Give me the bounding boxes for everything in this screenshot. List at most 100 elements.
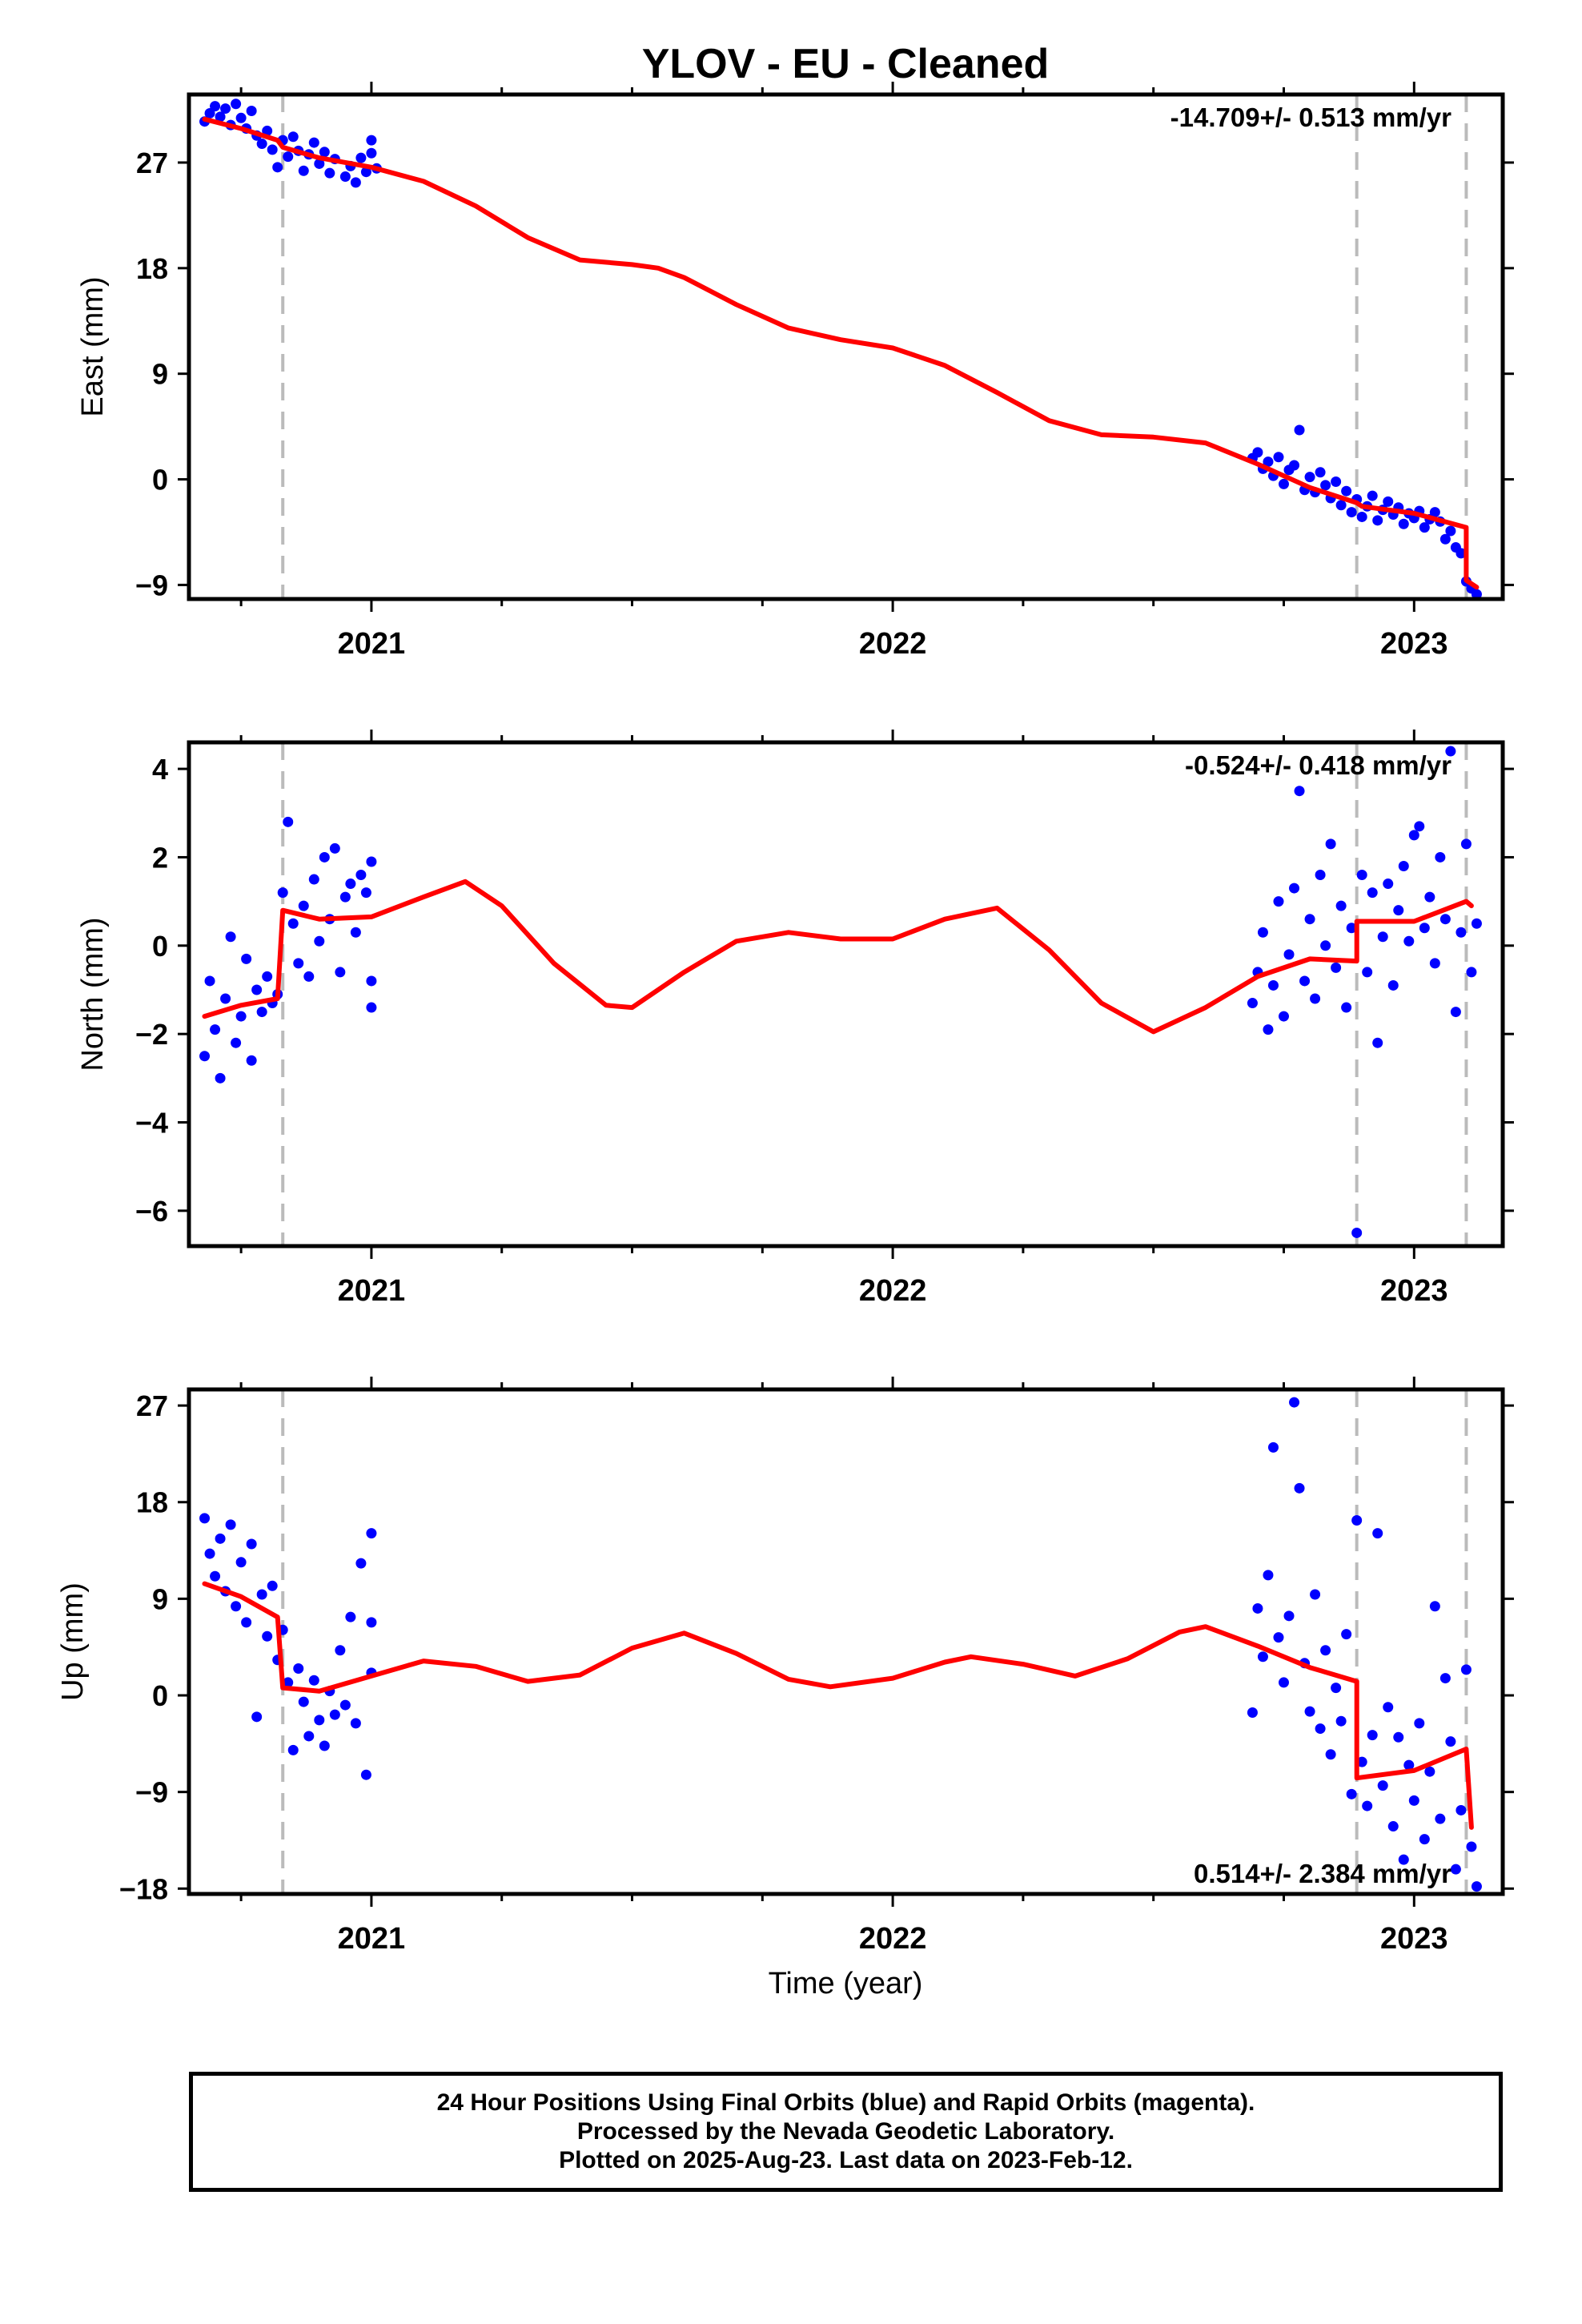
data-point	[1362, 967, 1373, 978]
y-tick-label: 0	[152, 930, 168, 963]
data-point	[1435, 851, 1446, 862]
data-point	[1419, 1834, 1430, 1845]
data-point	[1398, 1854, 1409, 1865]
data-point	[1283, 949, 1295, 960]
data-point	[1304, 1706, 1315, 1717]
data-point	[1403, 1759, 1415, 1771]
data-point	[1257, 927, 1268, 938]
data-point	[308, 1675, 319, 1686]
y-tick-label: 4	[152, 753, 168, 786]
data-point	[1408, 830, 1419, 841]
y-tick-label: 0	[152, 1679, 168, 1712]
data-point	[1356, 511, 1367, 522]
data-point	[287, 918, 299, 929]
data-point	[1335, 1715, 1347, 1727]
data-point	[1273, 896, 1284, 907]
data-point	[339, 1699, 351, 1711]
data-point	[314, 158, 325, 169]
data-point	[1346, 1788, 1357, 1799]
data-point	[1429, 1601, 1440, 1612]
model-line	[202, 116, 1480, 590]
plot-frame	[187, 92, 1505, 601]
data-point	[1252, 447, 1263, 458]
data-point	[246, 1538, 257, 1550]
data-point	[1439, 533, 1451, 545]
data-point	[210, 1570, 221, 1582]
data-point	[1383, 1702, 1394, 1713]
data-point	[1450, 1864, 1461, 1875]
data-point	[1456, 927, 1467, 938]
data-point	[360, 887, 371, 899]
data-point	[1325, 838, 1336, 850]
data-point	[1315, 870, 1326, 881]
data-point	[1315, 467, 1326, 478]
y-tick-label: −6	[135, 1195, 168, 1228]
data-point	[319, 851, 330, 862]
data-point	[1331, 1683, 1342, 1694]
data-point	[1466, 967, 1477, 978]
data-point	[235, 1011, 247, 1022]
data-point	[1273, 1632, 1284, 1643]
data-point	[204, 1548, 215, 1559]
data-point	[1279, 478, 1289, 489]
data-point	[1335, 500, 1347, 511]
y-tick-label: 9	[152, 358, 168, 391]
data-point	[350, 1718, 361, 1729]
data-point	[1325, 1749, 1336, 1760]
data-point	[235, 112, 247, 123]
plot-frame	[187, 740, 1505, 1248]
data-point	[308, 874, 319, 885]
data-point	[1320, 1645, 1331, 1656]
y-axis-label: North (mm)	[76, 917, 110, 1071]
data-point	[283, 816, 294, 827]
data-point	[314, 1715, 325, 1726]
data-point	[1331, 962, 1342, 973]
data-point	[350, 177, 361, 188]
data-point	[1372, 1528, 1383, 1539]
data-point	[220, 993, 231, 1004]
data-point	[345, 879, 356, 890]
data-point	[1294, 1482, 1305, 1494]
data-point	[1429, 507, 1440, 518]
data-point	[1450, 1007, 1461, 1018]
data-point	[1383, 879, 1394, 890]
data-point	[256, 1007, 267, 1018]
x-tick-label: 2021	[338, 1922, 406, 1956]
chart-title: YLOV - EU - Cleaned	[642, 41, 1050, 87]
plot-area	[199, 94, 1482, 599]
data-point	[319, 147, 330, 158]
data-point	[1304, 914, 1315, 925]
data-point	[1460, 1664, 1472, 1675]
data-point	[1445, 1736, 1456, 1747]
data-point	[303, 1731, 315, 1742]
data-point	[1377, 1780, 1388, 1791]
data-point	[366, 975, 377, 987]
data-point	[1289, 1397, 1300, 1408]
data-point	[199, 1513, 211, 1524]
data-point	[204, 975, 215, 987]
data-point	[329, 842, 340, 854]
data-point	[1289, 883, 1300, 894]
footer-line-1: 24 Hour Positions Using Final Orbits (bl…	[436, 2089, 1255, 2116]
data-point	[1456, 1804, 1467, 1815]
data-point	[267, 144, 278, 155]
data-point	[1283, 1610, 1295, 1622]
data-point	[231, 1601, 242, 1612]
panel-north: −6 −4 −2 0 2 4 2021 2022 2023 North (mm) -0.524+/-…	[76, 730, 1514, 1308]
plot-area	[199, 742, 1482, 1246]
data-point	[1294, 786, 1305, 797]
data-point	[1362, 1800, 1373, 1811]
data-point	[1367, 887, 1378, 899]
data-point	[246, 106, 257, 117]
y-tick-label: −9	[135, 1776, 168, 1809]
x-tick-label: 2022	[859, 1274, 927, 1308]
data-point	[1372, 515, 1383, 526]
data-point	[1439, 1673, 1451, 1684]
data-point	[1460, 838, 1472, 850]
plot-frame	[187, 1387, 1505, 1896]
data-point	[1346, 507, 1357, 518]
data-point	[1263, 1570, 1274, 1581]
data-point	[350, 927, 361, 938]
x-tick-label: 2022	[859, 1922, 927, 1956]
x-tick-label: 2023	[1380, 1922, 1448, 1956]
